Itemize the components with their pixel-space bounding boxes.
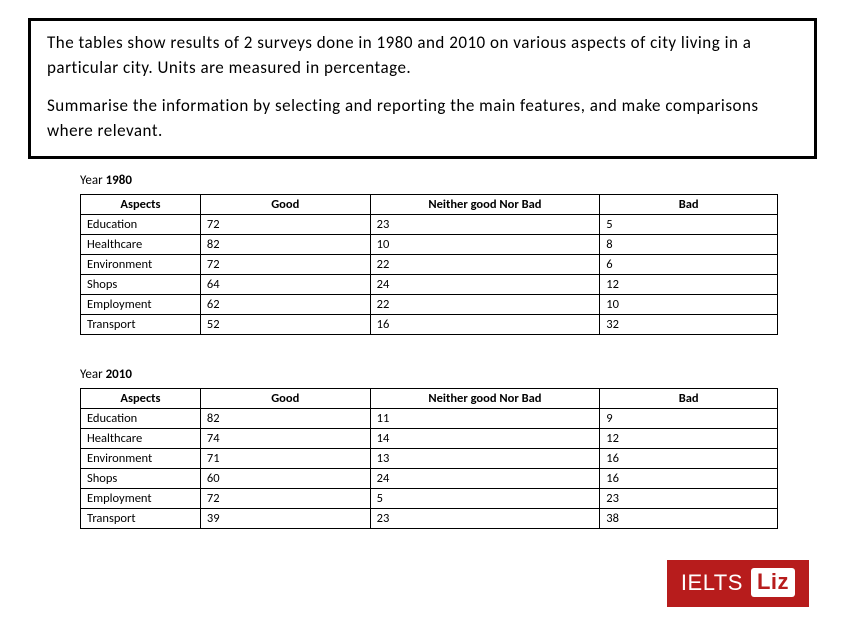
- cell-value: 23: [370, 214, 600, 234]
- cell-value: 72: [200, 214, 370, 234]
- cell-aspect: Healthcare: [81, 234, 201, 254]
- col-header-good: Good: [200, 194, 370, 214]
- cell-value: 82: [200, 234, 370, 254]
- survey-table-1980: Aspects Good Neither good Nor Bad Bad Ed…: [80, 194, 778, 335]
- cell-value: 16: [600, 468, 778, 488]
- cell-value: 11: [370, 408, 600, 428]
- cell-value: 39: [200, 508, 370, 528]
- cell-value: 12: [600, 428, 778, 448]
- table-row: Environment72226: [81, 254, 778, 274]
- table-row: Environment711316: [81, 448, 778, 468]
- cell-value: 72: [200, 254, 370, 274]
- cell-value: 13: [370, 448, 600, 468]
- cell-value: 62: [200, 294, 370, 314]
- logo-sub-text: Liz: [751, 568, 795, 597]
- cell-value: 22: [370, 294, 600, 314]
- table-row: Transport521632: [81, 314, 778, 334]
- survey-table-2010: Aspects Good Neither good Nor Bad Bad Ed…: [80, 388, 778, 529]
- table-row: Healthcare82108: [81, 234, 778, 254]
- table-body-2010: Education82119Healthcare741412Environmen…: [81, 408, 778, 528]
- table-row: Employment622210: [81, 294, 778, 314]
- year-prefix: Year: [80, 173, 106, 188]
- cell-aspect: Employment: [81, 488, 201, 508]
- cell-value: 71: [200, 448, 370, 468]
- cell-value: 5: [370, 488, 600, 508]
- cell-aspect: Employment: [81, 294, 201, 314]
- table-header-row: Aspects Good Neither good Nor Bad Bad: [81, 194, 778, 214]
- cell-value: 72: [200, 488, 370, 508]
- cell-value: 22: [370, 254, 600, 274]
- col-header-bad: Bad: [600, 388, 778, 408]
- table-row: Shops602416: [81, 468, 778, 488]
- cell-value: 24: [370, 468, 600, 488]
- cell-value: 74: [200, 428, 370, 448]
- table-body-1980: Education72235Healthcare82108Environment…: [81, 214, 778, 334]
- table-row: Education82119: [81, 408, 778, 428]
- prompt-paragraph-2: Summarise the information by selecting a…: [47, 94, 798, 143]
- cell-aspect: Education: [81, 408, 201, 428]
- cell-value: 14: [370, 428, 600, 448]
- cell-value: 6: [600, 254, 778, 274]
- table-header-row: Aspects Good Neither good Nor Bad Bad: [81, 388, 778, 408]
- table-row: Transport392338: [81, 508, 778, 528]
- year-label-1980: Year 1980: [80, 173, 789, 188]
- year-prefix: Year: [80, 367, 106, 382]
- prompt-paragraph-1: The tables show results of 2 surveys don…: [47, 31, 798, 80]
- cell-aspect: Environment: [81, 448, 201, 468]
- cell-value: 23: [600, 488, 778, 508]
- cell-value: 16: [600, 448, 778, 468]
- cell-aspect: Shops: [81, 468, 201, 488]
- cell-aspect: Transport: [81, 314, 201, 334]
- cell-value: 82: [200, 408, 370, 428]
- col-header-aspects: Aspects: [81, 388, 201, 408]
- col-header-good: Good: [200, 388, 370, 408]
- cell-value: 10: [600, 294, 778, 314]
- ielts-liz-logo: IELTS Liz: [667, 560, 809, 607]
- year-value: 1980: [106, 173, 132, 188]
- cell-aspect: Healthcare: [81, 428, 201, 448]
- col-header-neither: Neither good Nor Bad: [370, 388, 600, 408]
- cell-aspect: Shops: [81, 274, 201, 294]
- cell-value: 12: [600, 274, 778, 294]
- cell-value: 23: [370, 508, 600, 528]
- cell-value: 5: [600, 214, 778, 234]
- col-header-neither: Neither good Nor Bad: [370, 194, 600, 214]
- cell-value: 52: [200, 314, 370, 334]
- logo-brand-text: IELTS: [681, 570, 743, 596]
- cell-aspect: Education: [81, 214, 201, 234]
- year-label-2010: Year 2010: [80, 367, 789, 382]
- cell-value: 9: [600, 408, 778, 428]
- table-row: Shops642412: [81, 274, 778, 294]
- col-header-bad: Bad: [600, 194, 778, 214]
- cell-value: 16: [370, 314, 600, 334]
- table-row: Employment72523: [81, 488, 778, 508]
- cell-value: 60: [200, 468, 370, 488]
- table-row: Healthcare741412: [81, 428, 778, 448]
- cell-value: 64: [200, 274, 370, 294]
- table-row: Education72235: [81, 214, 778, 234]
- cell-value: 10: [370, 234, 600, 254]
- cell-aspect: Environment: [81, 254, 201, 274]
- cell-value: 24: [370, 274, 600, 294]
- cell-aspect: Transport: [81, 508, 201, 528]
- tables-container: Year 1980 Aspects Good Neither good Nor …: [80, 173, 789, 529]
- year-value: 2010: [106, 367, 132, 382]
- cell-value: 38: [600, 508, 778, 528]
- cell-value: 32: [600, 314, 778, 334]
- cell-value: 8: [600, 234, 778, 254]
- col-header-aspects: Aspects: [81, 194, 201, 214]
- task-prompt-box: The tables show results of 2 surveys don…: [28, 18, 817, 159]
